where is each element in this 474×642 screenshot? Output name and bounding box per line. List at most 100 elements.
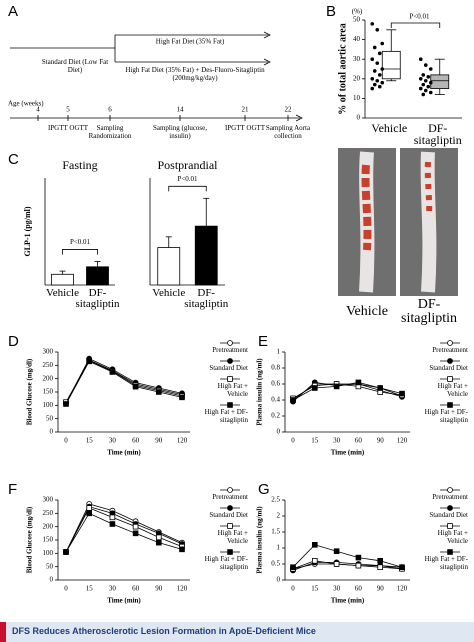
week-label: 6	[108, 106, 112, 114]
event-label: IPGTT OGTT	[47, 124, 89, 132]
legend-entry: Standard Diet	[429, 511, 468, 519]
legend-entry: Pretreatment	[212, 346, 248, 354]
y-tick-label: 100	[43, 401, 54, 409]
y-tick-label: 20	[353, 74, 361, 82]
y-tick-label: 150	[43, 388, 54, 396]
marker	[86, 505, 93, 511]
marker	[355, 379, 362, 386]
marker	[311, 558, 318, 564]
series-line	[65, 507, 183, 553]
panel-label: F	[8, 481, 17, 498]
point	[418, 86, 423, 91]
bar	[194, 225, 218, 286]
bracket	[62, 249, 98, 255]
point	[372, 69, 377, 73]
y-tick-label: 10	[353, 94, 361, 102]
x-tick-label: Vehicle	[46, 287, 79, 299]
point	[380, 80, 385, 85]
box	[381, 50, 401, 80]
legend-entry: High Fat + Vehicle	[217, 382, 248, 398]
week-label: 21	[242, 106, 250, 114]
legend-entry: Pretreatment	[212, 493, 248, 501]
x-tick-label: 15	[311, 585, 319, 593]
marker	[132, 523, 139, 530]
y-tick-label: 0.5	[271, 560, 280, 568]
marker	[333, 548, 340, 554]
legend-entry: High Fat + DF-sitagliptin	[204, 555, 248, 571]
panel-label: B	[326, 3, 336, 20]
arrow-head	[263, 31, 271, 39]
x-tick-label: 90	[155, 585, 163, 593]
marker	[355, 562, 362, 569]
y-tick-label: 1.5	[271, 528, 280, 536]
x-tick-label: 120	[397, 437, 408, 445]
figure-graphics: A Age (weeks) High Fat Diet (35% Fat) Ve…	[8, 3, 462, 605]
x-tick-label: 15	[86, 437, 94, 445]
legend-entry: High Fat + Vehicle	[437, 529, 468, 545]
series-line	[65, 360, 183, 403]
series-line	[65, 360, 183, 405]
y-axis-label: % of total aortic area	[337, 23, 348, 114]
bar	[86, 266, 109, 286]
photo-label: Vehicle	[346, 304, 388, 319]
x-tick-label: 90	[155, 437, 163, 445]
point	[418, 77, 423, 81]
point	[421, 82, 426, 87]
marker	[333, 561, 340, 567]
chart-title: Fasting	[62, 158, 97, 172]
diet-label: High Fat Diet (35% Fat)	[156, 38, 225, 46]
series-line	[65, 359, 183, 403]
marker	[447, 523, 453, 529]
marker	[227, 376, 233, 382]
point	[428, 67, 433, 71]
x-tick-label: 90	[377, 437, 385, 445]
caption-bar: DFS Reduces Atherosclerotic Lesion Forma…	[0, 622, 474, 642]
x-axis-label: Time (min)	[331, 597, 365, 605]
week-label: 22	[285, 106, 293, 114]
y-tick-label: 30	[353, 55, 361, 63]
marker	[227, 549, 233, 555]
x-axis-label: Time (min)	[331, 449, 365, 457]
y-tick-label: 0	[277, 428, 281, 436]
series-line	[65, 506, 183, 553]
week-label: 4	[36, 106, 40, 114]
lesion	[424, 161, 433, 216]
caption: DFS Reduces Atherosclerotic Lesion Forma…	[12, 626, 316, 636]
marker	[447, 549, 453, 555]
marker	[227, 523, 233, 529]
y-tick-label: 300	[43, 496, 54, 504]
chart-title: Postprandial	[158, 158, 219, 172]
point	[418, 57, 423, 61]
point	[380, 41, 385, 46]
point	[372, 82, 377, 87]
y-tick-label: 40	[353, 35, 361, 43]
marker	[311, 385, 318, 391]
marker	[311, 542, 318, 548]
point	[380, 67, 385, 71]
y-tick-label: 50	[46, 562, 54, 570]
marker	[109, 514, 116, 521]
legend-entry: Standard Diet	[209, 364, 248, 372]
caption-marker	[0, 622, 6, 642]
point	[421, 92, 426, 97]
point	[423, 78, 428, 83]
y-tick-label: 200	[43, 522, 54, 530]
marker	[447, 376, 453, 382]
y-tick-label: 200	[43, 374, 54, 382]
y-axis-label: Blood Glucose (mg/dl)	[26, 358, 34, 425]
series-line	[292, 381, 403, 401]
marker	[227, 340, 233, 346]
x-tick-label: DF-sitagliptin	[75, 287, 120, 310]
series-line	[292, 383, 403, 399]
x-tick-label: Vehicle	[371, 121, 408, 135]
marker	[132, 530, 139, 537]
marker	[333, 383, 340, 390]
legend-entry: Pretreatment	[432, 346, 468, 354]
marker	[227, 402, 233, 408]
y-tick-label: 250	[43, 509, 54, 517]
event-label: Sampling (glucose, insulin)	[152, 124, 208, 140]
point	[370, 22, 375, 26]
annotation: P<0.01	[409, 13, 430, 21]
diet-label: Standard Diet (Low Fat Diet)	[41, 58, 109, 74]
